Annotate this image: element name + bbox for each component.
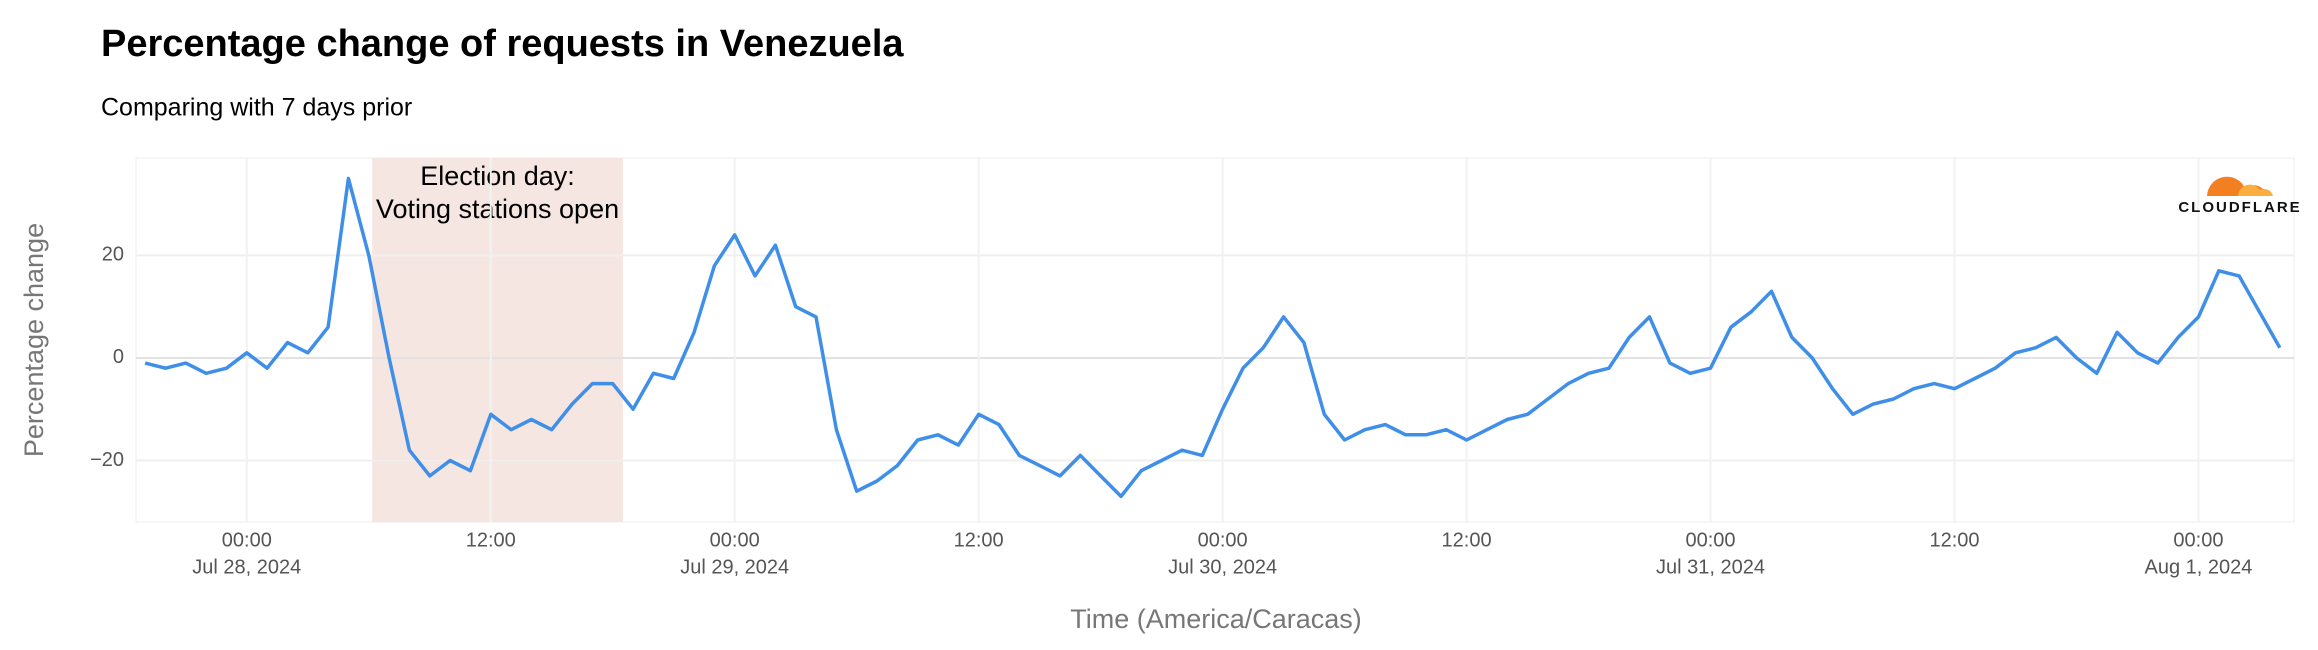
x-tick-label: 12:00 [466, 529, 516, 551]
x-tick-date: Jul 31, 2024 [1656, 556, 1765, 578]
brand-logo: CLOUDFLARE [2178, 176, 2301, 216]
x-tick-label: 00:00 [1686, 529, 1736, 551]
y-tick-label: 0 [113, 346, 124, 368]
annotation-text: Voting stations open [376, 194, 619, 224]
x-tick-date: Jul 30, 2024 [1168, 556, 1277, 578]
chart-subtitle: Comparing with 7 days prior [101, 94, 412, 122]
logo-text: CLOUDFLARE [2178, 199, 2301, 216]
chart-title: Percentage change of requests in Venezue… [101, 23, 904, 65]
x-tick-label: 00:00 [2173, 529, 2223, 551]
x-tick-date: Jul 28, 2024 [192, 556, 301, 578]
x-axis-title: Time (America/Caracas) [1070, 604, 1362, 634]
annotation-text: Election day: [420, 161, 575, 191]
x-tick-date: Jul 29, 2024 [680, 556, 789, 578]
x-tick-label: 12:00 [954, 529, 1004, 551]
x-tick-label: 12:00 [1442, 529, 1492, 551]
y-tick-label: −20 [90, 449, 124, 471]
x-tick-date: Aug 1, 2024 [2145, 556, 2253, 578]
x-tick-label: 00:00 [222, 529, 272, 551]
logo-cloud-small [2238, 184, 2273, 196]
x-tick-label: 00:00 [1198, 529, 1248, 551]
y-axis-title: Percentage change [19, 223, 49, 457]
x-tick-label: 12:00 [1929, 529, 1979, 551]
y-tick-label: 20 [102, 244, 124, 266]
data-line [144, 176, 2282, 499]
plot-border [135, 157, 2295, 523]
x-tick-label: 00:00 [710, 529, 760, 551]
